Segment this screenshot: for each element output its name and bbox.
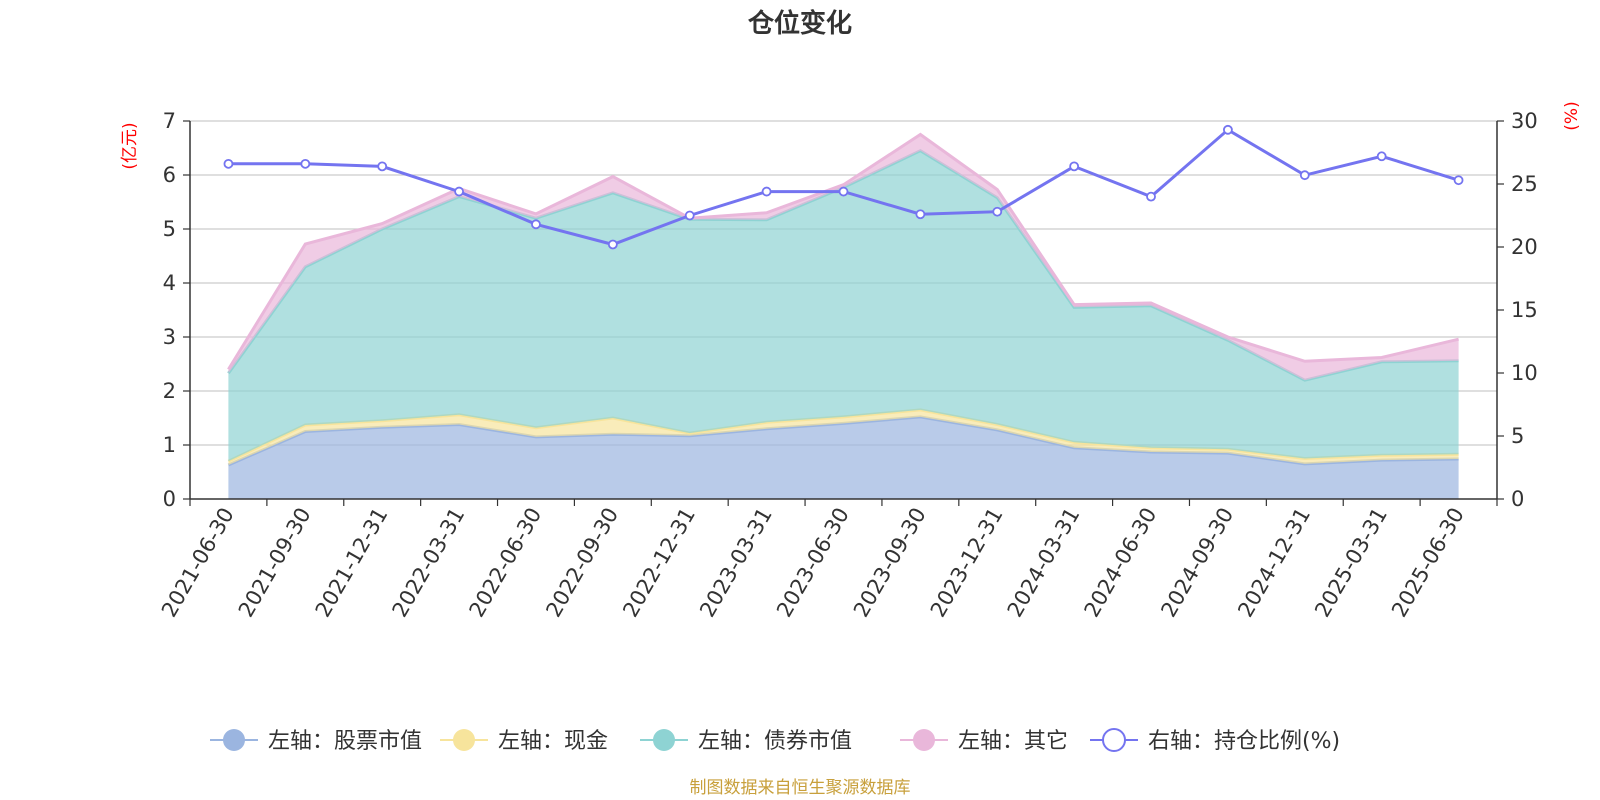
x-tick-label: 2023-09-30 xyxy=(849,504,931,622)
right-tick-label: 10 xyxy=(1511,361,1538,385)
legend-label: 左轴：股票市值 xyxy=(268,729,422,754)
legend-label: 左轴：其它 xyxy=(958,729,1068,754)
right-tick-label: 20 xyxy=(1511,235,1538,259)
x-tick-label: 2024-09-30 xyxy=(1156,504,1238,622)
left-tick-label: 7 xyxy=(163,109,176,133)
ratio-point xyxy=(1069,161,1080,172)
x-tick-label: 2024-06-30 xyxy=(1080,504,1162,622)
ratio-point xyxy=(992,206,1003,217)
ratio-point xyxy=(1453,175,1464,186)
x-tick-label: 2021-12-31 xyxy=(311,504,393,622)
legend-label: 右轴：持仓比例(%) xyxy=(1148,729,1340,754)
x-tick-label: 2022-06-30 xyxy=(464,504,546,622)
x-tick-label: 2023-12-31 xyxy=(926,503,1008,621)
left-axis-unit: (亿元) xyxy=(120,122,140,169)
ratio-point xyxy=(300,158,311,169)
area-edge-series-4 xyxy=(227,132,1459,371)
x-tick-label: 2022-09-30 xyxy=(541,504,623,622)
ratio-point xyxy=(1223,124,1233,135)
legend-marker xyxy=(653,729,675,751)
left-tick-label: 1 xyxy=(163,433,176,457)
x-tick-label: 2023-06-30 xyxy=(772,504,854,622)
left-tick-label: 5 xyxy=(163,217,176,241)
legend-marker xyxy=(453,729,475,751)
x-tick-label: 2022-12-31 xyxy=(618,504,700,622)
left-tick-label: 0 xyxy=(163,487,176,511)
legend-label: 左轴：债券市值 xyxy=(698,729,852,754)
x-tick-label: 2024-12-31 xyxy=(1233,504,1315,622)
right-tick-label: 0 xyxy=(1511,487,1524,511)
ratio-point xyxy=(1299,170,1310,181)
chart-title: 仓位变化 xyxy=(747,8,852,39)
ratio-point xyxy=(761,186,772,197)
right-tick-label: 5 xyxy=(1511,424,1524,448)
source-note: 制图数据来自恒生聚源数据库 xyxy=(690,778,911,798)
legend-marker xyxy=(913,729,935,751)
area-series-2 xyxy=(228,409,1459,465)
x-tick-label: 2023-03-31 xyxy=(695,504,777,622)
x-tick-label: 2021-06-30 xyxy=(157,504,239,622)
ratio-point xyxy=(1376,151,1387,162)
legend-marker xyxy=(1102,728,1126,752)
ratio-point xyxy=(915,209,926,220)
ratio-point xyxy=(607,239,618,250)
ratio-point xyxy=(531,219,541,230)
ratio-point xyxy=(838,186,849,197)
right-tick-label: 30 xyxy=(1511,109,1538,133)
left-tick-label: 4 xyxy=(163,271,176,295)
area-series-3 xyxy=(228,150,1459,462)
x-tick-label: 2025-03-31 xyxy=(1310,504,1392,622)
left-tick-label: 6 xyxy=(163,163,176,187)
ratio-point xyxy=(454,186,464,197)
legend-item: 左轴：债券市值 xyxy=(640,729,852,754)
ratio-line xyxy=(223,124,1464,250)
legend-item: 左轴：现金 xyxy=(440,729,608,754)
right-tick-label: 25 xyxy=(1511,172,1538,196)
right-tick-label: 15 xyxy=(1511,298,1538,322)
x-tick-label: 2025-06-30 xyxy=(1387,504,1469,622)
x-tick-label: 2021-09-30 xyxy=(234,504,316,622)
left-tick-label: 2 xyxy=(163,379,176,403)
x-tick-label: 2022-03-31 xyxy=(388,504,470,622)
legend-item: 左轴：其它 xyxy=(900,729,1068,754)
legend-marker xyxy=(223,729,245,751)
left-tick-label: 3 xyxy=(163,325,176,349)
right-axis-unit: (%) xyxy=(1562,101,1582,130)
ratio-point xyxy=(684,210,695,221)
x-tick-label: 2024-03-31 xyxy=(1003,504,1085,622)
legend-item: 右轴：持仓比例(%) xyxy=(1090,728,1340,754)
legend: 左轴：股票市值 左轴：现金 左轴：债券市值 左轴：其它 右轴：持仓比例(%) xyxy=(210,728,1340,754)
legend-label: 左轴：现金 xyxy=(498,729,608,754)
ratio-point xyxy=(223,158,234,169)
ratio-point xyxy=(1146,191,1156,202)
legend-item: 左轴：股票市值 xyxy=(210,729,422,754)
ratio-point xyxy=(377,161,388,172)
